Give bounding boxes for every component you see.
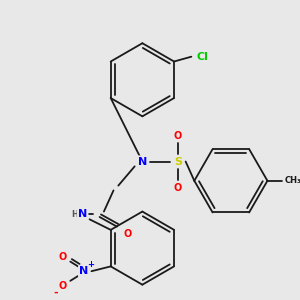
Text: N: N	[79, 266, 88, 276]
Text: O: O	[58, 252, 67, 262]
Text: +: +	[87, 260, 94, 269]
Text: O: O	[174, 182, 182, 193]
Text: N: N	[78, 209, 87, 220]
Text: O: O	[174, 130, 182, 141]
Text: N: N	[138, 157, 147, 166]
Text: CH₃: CH₃	[285, 176, 300, 185]
Text: O: O	[124, 229, 132, 239]
Text: S: S	[174, 157, 182, 166]
Text: Cl: Cl	[197, 52, 209, 62]
Text: -: -	[54, 287, 58, 297]
Text: O: O	[58, 280, 67, 291]
Text: H: H	[72, 210, 79, 219]
